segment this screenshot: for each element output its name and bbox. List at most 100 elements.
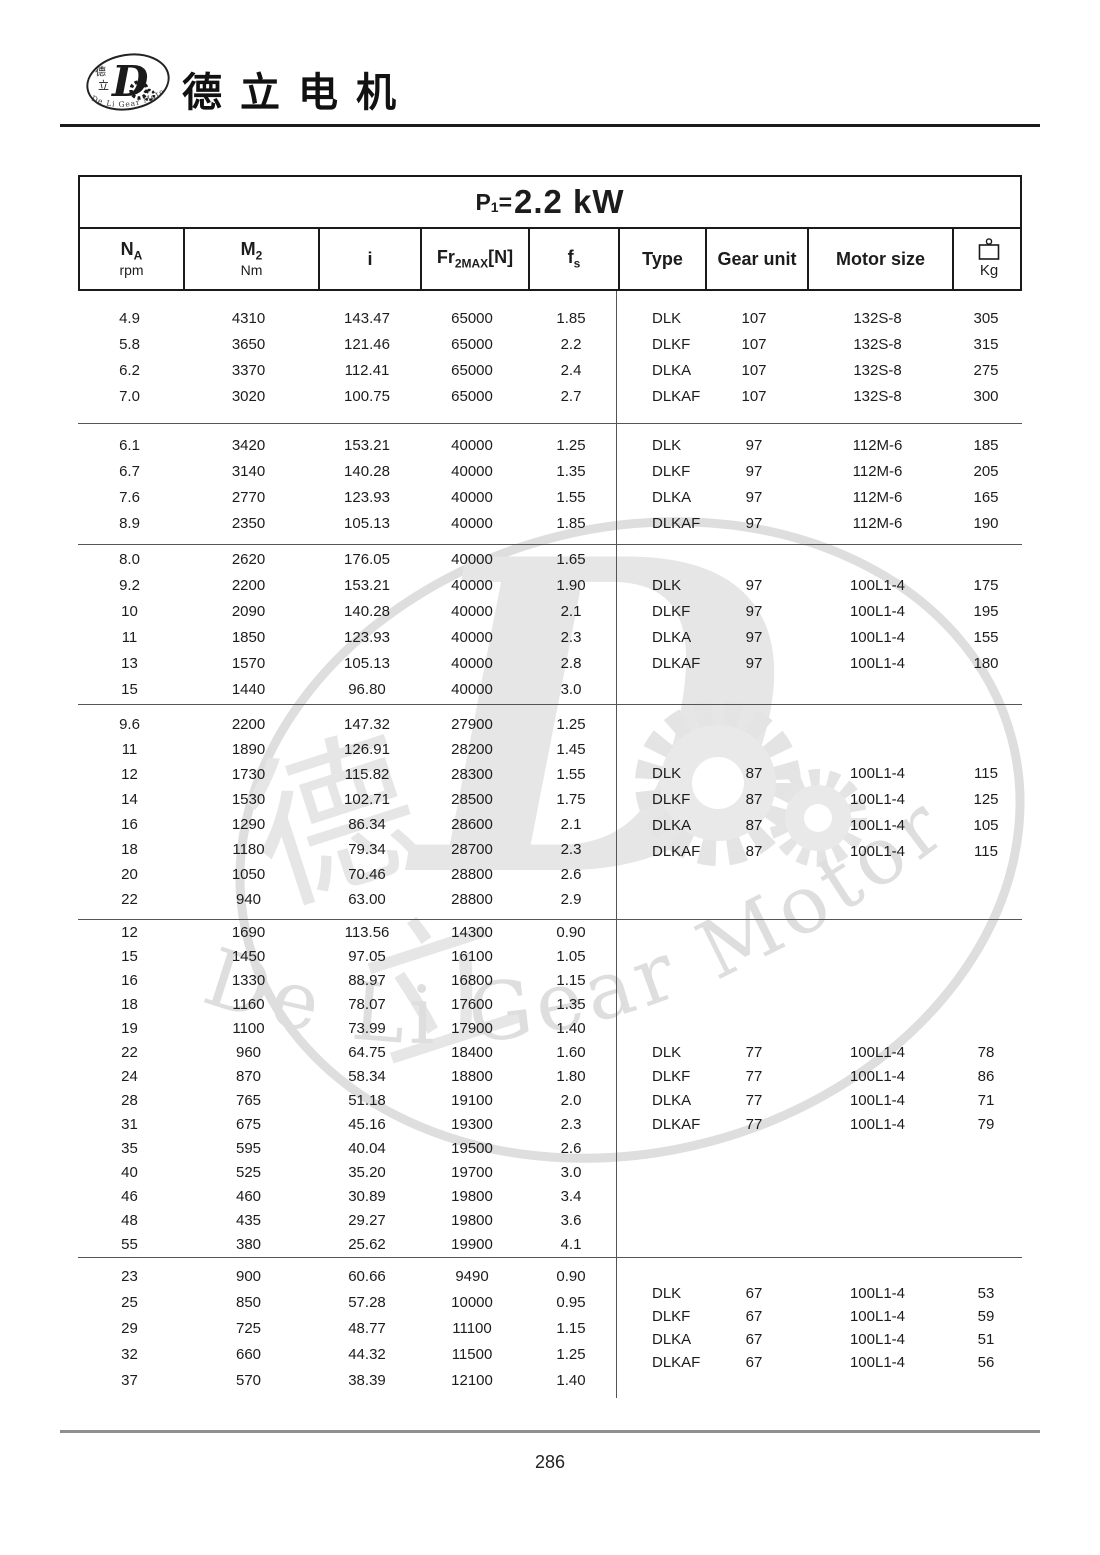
cell-i: 30.89	[348, 1188, 386, 1205]
spec-row: 6.2 3370 112.41 65000 2.4	[78, 357, 1022, 383]
cell-weight: 79	[977, 1116, 995, 1133]
cell-type: DLKAF	[652, 842, 701, 860]
model-row: DLKAF 67 100L1-4 56	[616, 1351, 1022, 1374]
spec-row: 16 1330 88.97 16800 1.15	[78, 969, 1022, 993]
model-row: DLKA 97 112M-6 165	[616, 484, 1022, 510]
cell-i: 38.39	[348, 1371, 386, 1389]
spec-row: 40 525 35.20 19700 3.0	[78, 1161, 1022, 1185]
cell-type: DLKAF	[652, 1354, 701, 1371]
cell-fr2max: 9490	[455, 1267, 489, 1285]
cell-weight: 275	[973, 361, 999, 379]
cell-type: DLKA	[652, 1331, 692, 1348]
model-row: DLK 97 112M-6 185	[616, 432, 1022, 458]
cell-fs: 0.90	[556, 924, 586, 941]
cell-type: DLKAF	[652, 514, 701, 532]
cell-fs: 1.90	[556, 577, 586, 594]
cell-weight: 56	[977, 1354, 995, 1371]
cell-fs: 2.0	[560, 1092, 582, 1109]
cell-gear-unit: 87	[745, 790, 763, 808]
cell-na: 11	[121, 741, 138, 758]
cell-gear-unit: 107	[741, 309, 767, 327]
spec-row: 32 660 44.32 11500 1.25	[78, 1341, 1022, 1367]
cell-type: DLKF	[652, 603, 691, 620]
cell-fs: 1.60	[556, 1044, 586, 1061]
cell-i: 44.32	[348, 1345, 386, 1363]
cell-weight: 195	[973, 603, 999, 620]
cell-na: 29	[121, 1319, 138, 1337]
cell-fr2max: 17600	[451, 996, 493, 1013]
cell-weight: 315	[973, 335, 999, 353]
spec-row: 11 1890 126.91 28200 1.45	[78, 737, 1022, 762]
cell-i: 121.46	[344, 335, 390, 353]
cell-fr2max: 40000	[451, 577, 493, 594]
cell-type: DLKA	[652, 361, 692, 379]
cell-m2: 1690	[231, 924, 266, 941]
model-group: DLK 87 100L1-4 115 DLKF 87 100L1-4 125 DLKA 87 100…	[616, 760, 1022, 864]
cell-na: 55	[121, 1236, 138, 1253]
cell-i: 105.13	[344, 514, 390, 532]
cell-na: 24	[121, 1068, 138, 1085]
cell-motor-size: 100L1-4	[849, 655, 906, 672]
spec-row: 46 460 30.89 19800 3.4	[78, 1185, 1022, 1209]
cell-type: DLKAF	[652, 1116, 701, 1133]
spec-row: 6.7 3140 140.28 40000 1.35	[78, 458, 1022, 484]
cell-m2: 2620	[231, 551, 266, 568]
cell-fr2max: 40000	[451, 551, 493, 568]
cell-motor-size: 100L1-4	[849, 1116, 906, 1133]
cell-fs: 0.90	[556, 1267, 586, 1285]
model-row: DLKAF 97 100L1-4 180	[616, 651, 1022, 677]
spec-row: 14 1530 102.71 28500 1.75	[78, 787, 1022, 812]
spec-row: 7.0 3020 100.75 65000 2.7	[78, 383, 1022, 409]
cell-i: 45.16	[348, 1116, 386, 1133]
cell-m2: 1850	[231, 629, 266, 646]
spec-row: 31 675 45.16 19300 2.3	[78, 1113, 1022, 1137]
cell-fr2max: 40000	[451, 514, 493, 532]
cell-fr2max: 12100	[451, 1371, 493, 1389]
spec-block: 12 1690 113.56 14300 0.90 15 1450 97.05 16100 1.0…	[78, 920, 1022, 1258]
spec-row: 28 765 51.18 19100 2.0	[78, 1089, 1022, 1113]
cell-m2: 1050	[231, 866, 266, 883]
cell-i: 100.75	[344, 387, 390, 405]
cell-na: 6.7	[119, 462, 140, 480]
cell-fs: 2.2	[560, 335, 582, 353]
cell-weight: 205	[973, 462, 999, 480]
cell-motor-size: 100L1-4	[849, 603, 906, 620]
cell-fs: 2.9	[560, 891, 582, 908]
spec-row: 13 1570 105.13 40000 2.8	[78, 651, 1022, 677]
cell-m2: 675	[235, 1116, 262, 1133]
cell-i: 40.04	[348, 1140, 386, 1157]
cell-na: 25	[121, 1293, 138, 1311]
cell-type: DLKA	[652, 488, 692, 506]
cell-na: 15	[121, 948, 138, 965]
cell-motor-size: 100L1-4	[849, 577, 906, 594]
spec-row: 48 435 29.27 19800 3.6	[78, 1209, 1022, 1233]
cell-fr2max: 11500	[451, 1345, 493, 1363]
cell-na: 35	[121, 1140, 138, 1157]
page-number: 286	[534, 1452, 566, 1472]
model-row: DLKAF 97 112M-6 190	[616, 510, 1022, 536]
logo-gear-icon	[129, 80, 149, 100]
cell-gear-unit: 87	[745, 816, 763, 834]
cell-m2: 380	[235, 1236, 262, 1253]
cell-na: 12	[121, 766, 138, 783]
col-header-fs: fs	[528, 229, 618, 289]
model-row: DLKF 97 100L1-4 195	[616, 599, 1022, 625]
title-eq: =	[498, 188, 513, 215]
cell-na: 22	[121, 891, 138, 908]
cell-fr2max: 28800	[451, 866, 493, 883]
cell-m2: 1530	[231, 791, 266, 808]
cell-motor-size: 132S-8	[853, 335, 902, 353]
cell-na: 22	[121, 1044, 138, 1061]
cell-fr2max: 40000	[451, 436, 493, 454]
cell-fs: 2.8	[560, 655, 582, 672]
cell-fs: 3.6	[560, 1212, 582, 1229]
model-row: DLK 107 132S-8 305	[616, 305, 1022, 331]
cell-type: DLKF	[652, 1068, 691, 1085]
cell-fr2max: 19300	[451, 1116, 493, 1133]
cell-i: 153.21	[344, 577, 390, 594]
col-header-kg: Kg	[952, 229, 1024, 289]
spec-row: 25 850 57.28 10000 0.95	[78, 1289, 1022, 1315]
spec-row: 8.0 2620 176.05 40000 1.65	[78, 547, 1022, 573]
cell-fr2max: 19500	[451, 1140, 493, 1157]
cell-weight: 53	[977, 1285, 995, 1302]
